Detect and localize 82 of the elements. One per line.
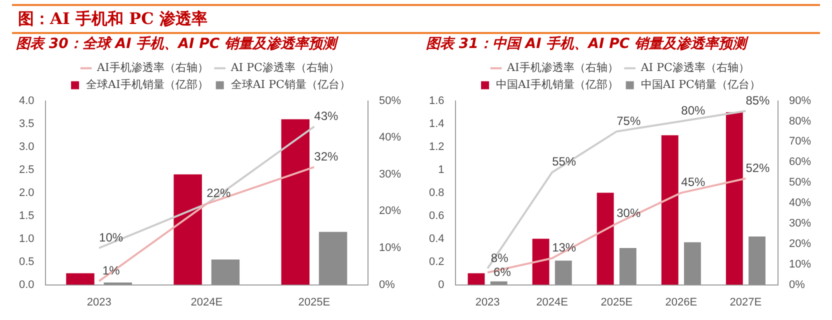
y-tick-label: 0.2 — [428, 256, 444, 268]
x-tick-label: 2023 — [86, 296, 112, 308]
legend-label: AI手机渗透率（右轴） — [506, 61, 618, 74]
y-tick-label: 1.2 — [428, 140, 444, 153]
data-label: 30% — [616, 206, 641, 220]
bar — [596, 192, 614, 285]
y-tick-label: 3.0 — [18, 140, 34, 153]
y-tick-label: 1 — [438, 164, 444, 176]
y-tick-label: 0 — [438, 278, 444, 291]
x-tick-label: 2023 — [475, 296, 500, 308]
data-label: 32% — [314, 149, 339, 164]
y-tick-label: 0.5 — [18, 256, 34, 268]
x-tick-label: 2025E — [600, 296, 633, 308]
chart-title: 图表 30：全球 AI 手机、AI PC 销量及渗透率预测 — [16, 35, 340, 52]
y2-tick-label: 80% — [788, 115, 812, 128]
y2-tick-label: 30% — [378, 168, 402, 180]
y2-tick-label: 30% — [788, 218, 812, 230]
chart-title: 图表 31：中国 AI 手机、AI PC 销量及渗透率预测 — [426, 35, 750, 52]
y-tick-label: 0.4 — [428, 232, 444, 245]
y-tick-label: 1.4 — [428, 118, 444, 130]
y2-tick-label: 50% — [788, 176, 812, 189]
data-label: 55% — [552, 154, 576, 169]
data-label: 52% — [746, 160, 770, 175]
legend-label: 全球AI PC销量（亿台） — [230, 78, 350, 92]
y-tick-label: 0.6 — [428, 210, 444, 222]
y2-tick-label: 50% — [378, 94, 402, 107]
y-tick-label: 1.0 — [18, 232, 34, 245]
y2-tick-label: 90% — [788, 94, 812, 107]
legend-label: AI PC渗透率（右轴） — [230, 61, 340, 74]
y2-tick-label: 70% — [788, 136, 812, 148]
bar — [619, 248, 636, 285]
bar — [661, 135, 678, 285]
y2-tick-label: 0% — [788, 278, 806, 291]
y2-tick-label: 60% — [788, 156, 812, 168]
y-tick-label: 1.5 — [18, 210, 34, 222]
y2-tick-label: 10% — [378, 242, 402, 254]
bar — [211, 260, 240, 285]
y2-tick-label: 10% — [788, 258, 812, 270]
legend-label: AI手机渗透率（右轴） — [96, 61, 208, 74]
data-label: 80% — [681, 104, 706, 118]
legend-label: AI PC渗透率（右轴） — [640, 61, 750, 74]
data-label: 75% — [616, 114, 641, 128]
bar — [281, 119, 310, 285]
y-tick-label: 0.8 — [428, 186, 444, 199]
data-label: 43% — [314, 108, 339, 123]
bar — [726, 112, 743, 285]
data-label: 6% — [494, 264, 512, 279]
y-tick-label: 2.5 — [18, 164, 34, 176]
x-tick-label: 2026E — [665, 296, 698, 308]
legend-label: 中国AI手机销量（亿部） — [496, 78, 618, 92]
legend-label: 全球AI手机销量（亿部） — [86, 78, 208, 92]
y-tick-label: 0.0 — [18, 278, 34, 291]
data-label: 13% — [552, 240, 576, 255]
bar — [66, 273, 94, 285]
data-label: 1% — [102, 263, 120, 278]
bar — [318, 232, 348, 285]
y2-tick-label: 20% — [378, 205, 402, 218]
data-label: 10% — [99, 230, 124, 244]
y2-tick-label: 40% — [788, 197, 812, 210]
data-label: 22% — [206, 186, 231, 200]
x-tick-label: 2024E — [190, 296, 223, 308]
bar — [174, 174, 202, 285]
data-label: 85% — [746, 93, 770, 108]
y2-tick-label: 0% — [378, 278, 396, 291]
y-tick-label: 3.5 — [18, 118, 34, 130]
bar — [532, 238, 550, 285]
y-tick-label: 2.0 — [18, 186, 34, 199]
bar — [554, 260, 572, 285]
y2-tick-label: 40% — [378, 132, 402, 144]
data-label: 45% — [681, 175, 706, 190]
bar — [684, 242, 701, 285]
legend-label: 中国AI PC销量（亿台） — [640, 78, 760, 92]
y2-tick-label: 20% — [788, 238, 812, 250]
bar — [468, 273, 485, 285]
data-label: 8% — [490, 250, 509, 265]
text: 图：AI 手机和 PC 渗透率 — [12, 4, 820, 34]
bar — [748, 236, 766, 285]
x-tick-label: 2024E — [536, 296, 568, 308]
x-tick-label: 2025E — [298, 296, 330, 308]
y-tick-label: 1.6 — [428, 94, 444, 107]
y-tick-label: 4.0 — [18, 94, 34, 107]
x-tick-label: 2027E — [730, 296, 762, 308]
